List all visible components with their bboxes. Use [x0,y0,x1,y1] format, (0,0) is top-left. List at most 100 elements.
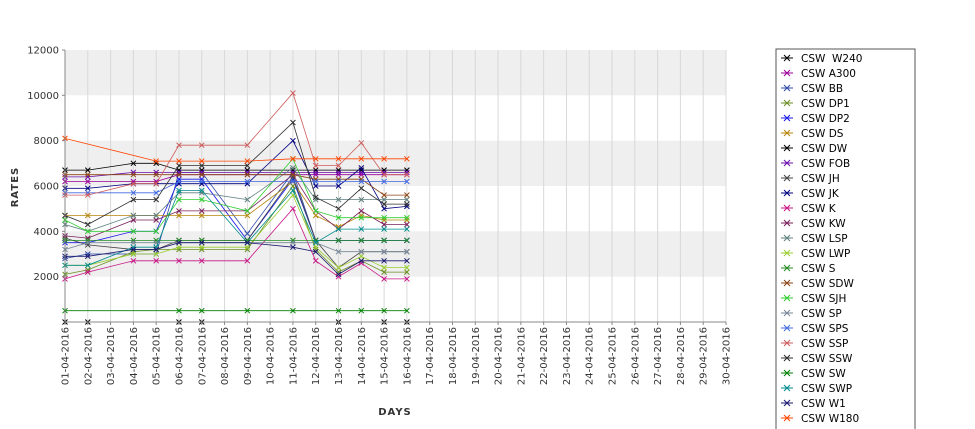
data-point-marker [198,246,205,253]
legend-swatch-marker [783,324,791,332]
data-point-marker [358,167,365,173]
data-point-marker [404,203,410,210]
legend-item: CSW W1 [781,398,846,410]
legend-swatch-marker [783,174,791,182]
data-point-marker [198,196,205,203]
data-point-marker [176,169,182,176]
data-point-marker [381,155,387,162]
data-point-marker [84,167,91,173]
series-10 [62,205,410,282]
data-point-marker [244,167,251,173]
data-point-marker [130,217,137,223]
legend-item: CSW SSP [781,338,848,350]
legend-item: CSW W240 [781,53,862,65]
data-point-marker [176,212,182,219]
data-point-marker [176,178,182,185]
legend-swatch-marker [783,129,791,137]
data-point-marker [130,169,137,176]
legend-item: CSW A300 [781,68,856,80]
x-tick-label: 08-04-2016 [220,327,231,385]
data-point-marker [404,167,410,173]
legend-item: CSW BB [781,83,843,95]
legend-item: CSW SW [781,368,846,380]
data-point-marker [130,246,137,253]
legend-swatch-marker [783,369,791,377]
legend-swatch-marker [783,204,791,212]
data-point-marker [335,167,342,173]
data-point-marker [335,223,342,230]
legend-swatch-marker [783,384,791,392]
legend-item: CSW DS [781,128,844,140]
legend-label: CSW DP1 [801,98,850,110]
legend-swatch-marker [783,219,791,227]
data-point-marker [84,253,91,260]
x-tick-label: 27-04-2016 [653,327,664,385]
data-point-marker [404,226,410,232]
data-point-marker [153,246,160,253]
data-point-marker [153,257,160,264]
legend-swatch-marker [783,339,791,347]
data-point-marker [381,269,387,275]
legend-label: CSW LSP [801,233,848,245]
legend-label: CSW W1 [801,398,846,410]
data-point-marker [358,248,365,255]
legend-item: CSW JH [781,173,840,185]
data-point-marker [176,142,182,149]
x-tick-label: 01-04-2016 [61,327,72,385]
data-point-marker [198,239,205,246]
x-tick-label: 14-04-2016 [357,327,368,385]
data-point-marker [153,178,160,185]
data-point-marker [335,237,342,244]
legend-label: CSW BB [801,83,843,95]
y-tick-label: 10000 [27,91,59,102]
data-point-marker [335,171,342,178]
data-point-marker [290,90,296,96]
legend-label: CSW JH [801,173,840,185]
series-19 [62,90,410,198]
data-point-marker [176,162,182,169]
data-point-marker [335,226,342,232]
series-lines [62,90,410,325]
legend-item: CSW SWP [781,383,852,395]
x-tick-label: 03-04-2016 [106,327,117,385]
series-7 [62,169,410,180]
legend-swatch-marker [783,69,791,77]
data-point-marker [381,169,387,176]
data-point-marker [404,237,410,244]
legend-item: CSW K [781,203,837,215]
data-point-marker [335,271,342,278]
data-point-marker [198,187,205,194]
legend-label: CSW SP [801,308,842,320]
legend-label: CSW KW [801,218,846,230]
data-point-marker [358,208,365,214]
data-point-marker [176,237,182,244]
legend-label: CSW LWP [801,248,850,260]
data-point-marker [381,201,387,207]
legend-swatch-marker [783,234,791,242]
data-point-marker [312,208,319,214]
data-point-marker [335,169,342,176]
legend-label: CSW SJH [801,293,846,305]
data-point-marker [312,239,319,246]
data-point-marker [176,307,182,314]
data-point-marker [381,264,387,271]
data-point-marker [381,257,387,264]
data-point-marker [404,307,410,314]
data-point-marker [198,169,205,176]
data-point-marker [244,162,251,169]
legend-swatch-marker [783,279,791,287]
data-point-marker [290,239,296,246]
data-point-marker [198,307,205,314]
data-point-marker [358,257,365,264]
data-point-marker [335,155,342,162]
data-point-marker [176,208,182,214]
x-tick-label: 11-04-2016 [288,327,299,385]
data-point-marker [335,205,342,212]
y-tick-label: 6000 [34,182,59,193]
data-point-marker [244,171,251,178]
data-point-marker [198,180,205,187]
data-point-marker [198,142,205,149]
plot-background [65,50,726,322]
legend-label: CSW W180 [801,413,859,425]
data-point-marker [335,178,342,185]
